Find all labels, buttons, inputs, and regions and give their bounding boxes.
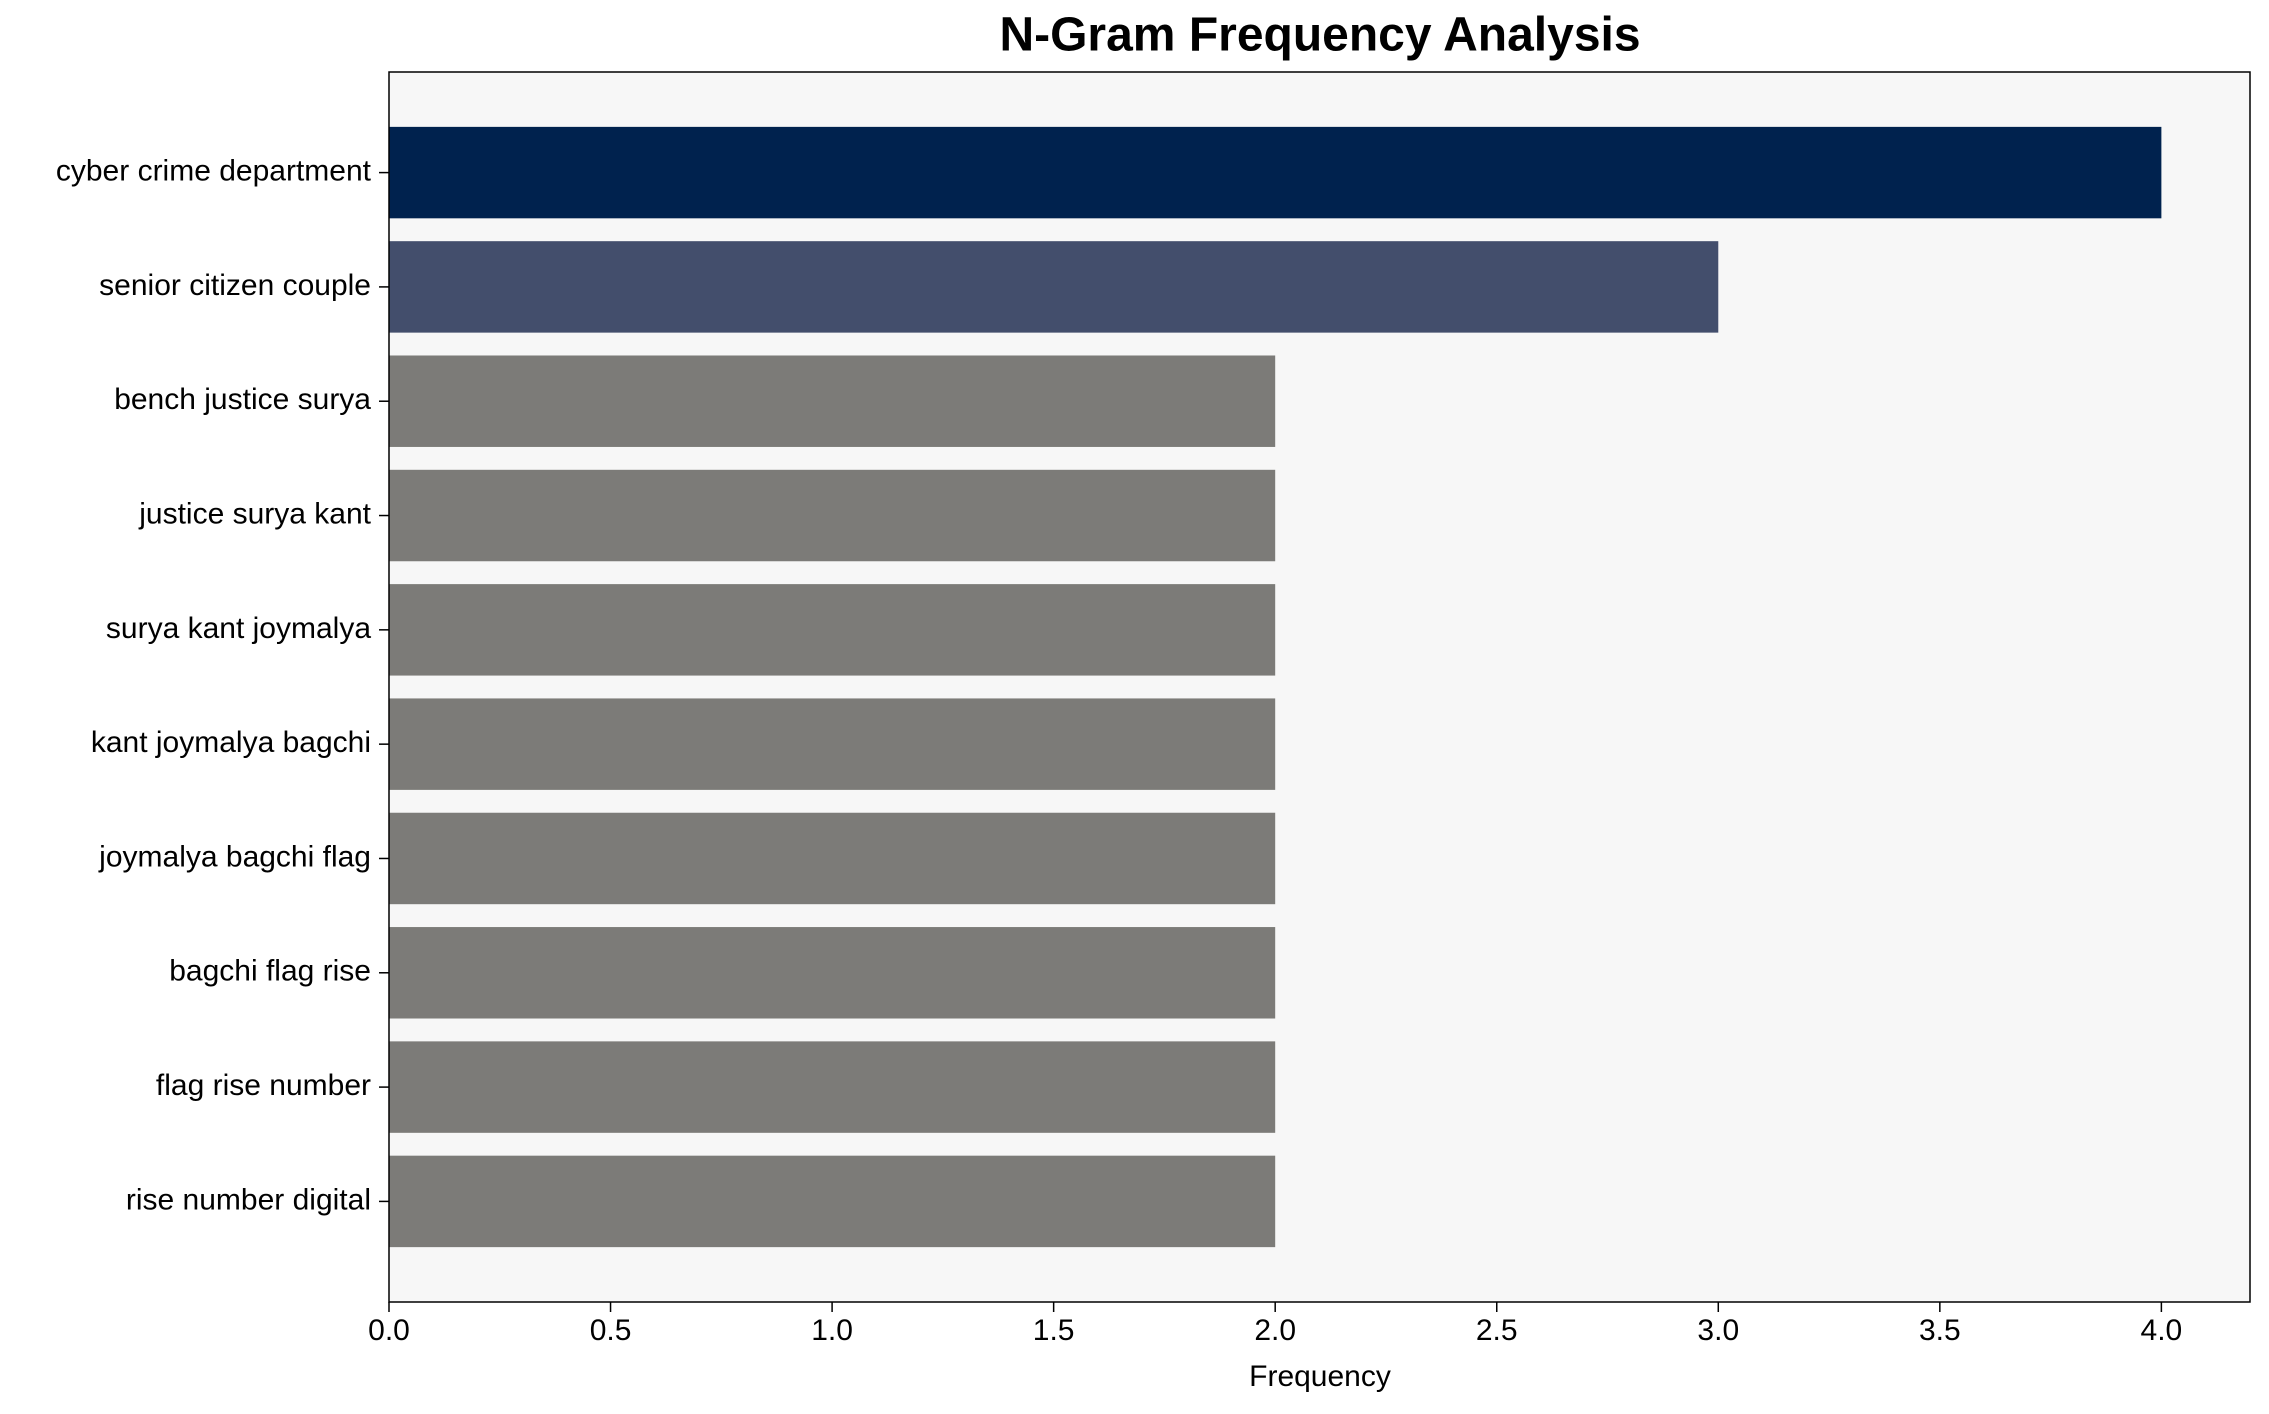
bar	[389, 1155, 1276, 1248]
x-tick-label: 1.5	[1033, 1314, 1075, 1347]
y-tick-label: senior citizen couple	[99, 269, 371, 302]
plot-frame	[388, 71, 2251, 1303]
bar	[389, 1041, 1276, 1133]
y-tick-label: kant joymalya bagchi	[91, 726, 371, 759]
bar	[389, 355, 1276, 447]
bar	[389, 698, 1276, 790]
x-tick-label: 0.5	[590, 1314, 632, 1347]
y-tick-label: justice surya kant	[138, 497, 371, 530]
bar	[389, 241, 1719, 333]
y-tick-label: surya kant joymalya	[106, 612, 371, 645]
y-tick-label: cyber crime department	[56, 155, 372, 188]
x-tick-label: 0.0	[368, 1314, 410, 1347]
y-tick-label: bench justice surya	[114, 383, 371, 416]
y-tick-label: bagchi flag rise	[169, 955, 371, 988]
x-axis-label: Frequency	[1249, 1360, 1391, 1393]
bar	[389, 469, 1276, 562]
x-tick-label: 4.0	[2141, 1314, 2183, 1347]
x-tick-label: 2.0	[1254, 1314, 1296, 1347]
bar	[389, 126, 2162, 219]
bar	[389, 812, 1276, 905]
x-tick-label: 1.0	[811, 1314, 853, 1347]
y-tick-label: rise number digital	[126, 1183, 371, 1216]
y-tick-label: flag rise number	[156, 1069, 371, 1102]
x-tick-label: 3.5	[1919, 1314, 1961, 1347]
x-tick-label: 2.5	[1476, 1314, 1518, 1347]
x-tick-label: 3.0	[1697, 1314, 1739, 1347]
bar	[389, 584, 1276, 676]
bar	[389, 927, 1276, 1019]
y-tick-label: joymalya bagchi flag	[98, 840, 371, 873]
chart-title: N-Gram Frequency Analysis	[999, 9, 1640, 62]
